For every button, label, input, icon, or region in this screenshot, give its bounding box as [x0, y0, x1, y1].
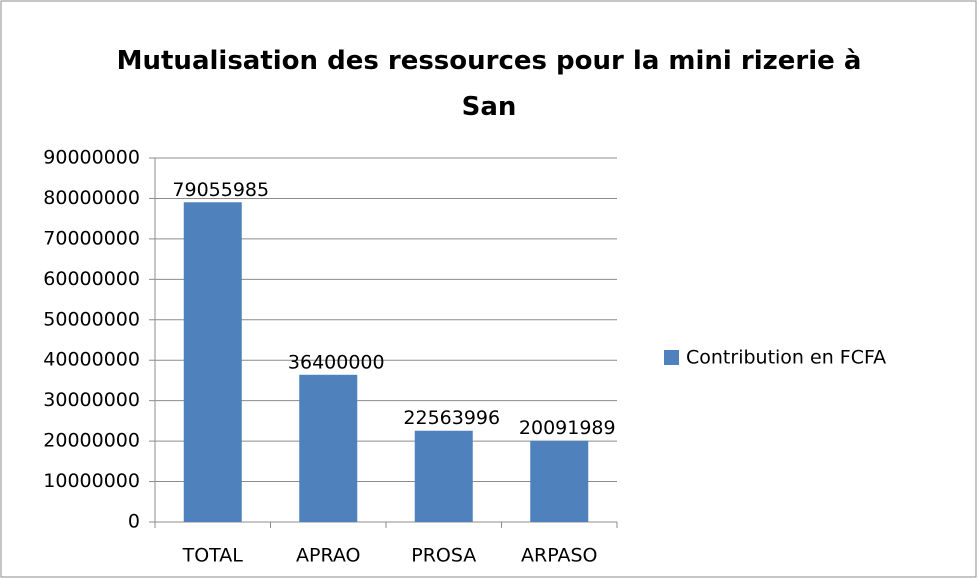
x-tick-label: TOTAL: [182, 545, 244, 567]
x-tick-label: APRAO: [296, 545, 361, 567]
bar: [299, 374, 358, 522]
bar: [530, 440, 589, 522]
data-label: 20091989: [519, 417, 616, 439]
y-tick-label: 20000000: [43, 430, 140, 452]
y-tick-label: 0: [128, 511, 140, 533]
bar: [183, 202, 242, 523]
legend-swatch: [664, 350, 679, 365]
y-tick-label: 10000000: [43, 470, 140, 492]
legend-label: Contribution en FCFA: [686, 347, 886, 369]
data-label: 79055985: [172, 179, 269, 201]
x-tick-label: PROSA: [411, 545, 476, 567]
y-tick-label: 70000000: [43, 227, 140, 249]
y-tick-label: 40000000: [43, 349, 140, 371]
chart-title: Mutualisation des ressources pour la min…: [116, 46, 862, 122]
data-label: 22563996: [403, 407, 500, 429]
x-tick-label: ARPASO: [521, 545, 597, 567]
y-tick-label: 90000000: [43, 147, 140, 169]
y-tick-label: 60000000: [43, 268, 140, 290]
bar: [414, 430, 473, 522]
y-tick-label: 30000000: [43, 389, 140, 411]
data-label: 36400000: [288, 351, 385, 373]
y-tick-label: 80000000: [43, 187, 140, 209]
y-tick-label: 50000000: [43, 308, 140, 330]
